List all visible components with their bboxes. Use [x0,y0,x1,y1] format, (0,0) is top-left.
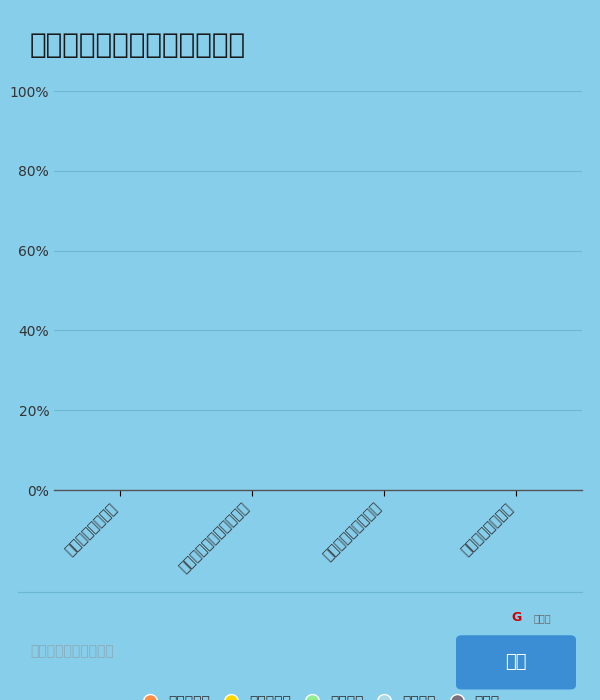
Text: 公民利用科普设施的收获情况: 公民利用科普设施的收获情况 [30,32,246,60]
FancyBboxPatch shape [456,636,576,690]
Text: 科普: 科普 [505,653,527,671]
Legend: 有很大收获, 有一定收获, 收获很小, 没有收获, 不知道: 有很大收获, 有一定收获, 收获很小, 没有收获, 不知道 [131,690,505,700]
Text: 光明网科普事业部出品: 光明网科普事业部出品 [30,644,114,658]
Text: 光明网: 光明网 [534,612,551,623]
Text: G: G [511,611,521,624]
